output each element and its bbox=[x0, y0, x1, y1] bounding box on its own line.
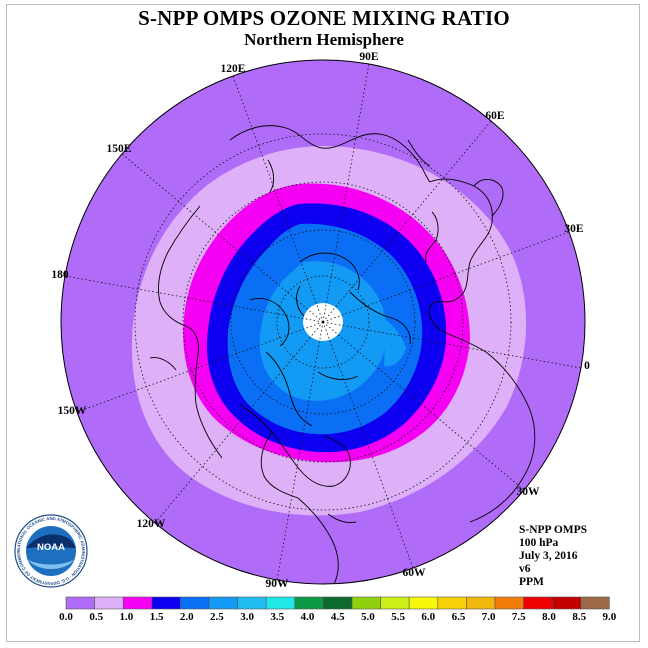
colorbar-tick-label: 0.0 bbox=[59, 611, 73, 623]
lon-label-120E: 120E bbox=[221, 63, 246, 75]
colorbar-tick-label: 7.0 bbox=[482, 611, 496, 623]
colorbar-tick-label: 0.5 bbox=[89, 611, 103, 623]
colorbar-tick-label: 6.0 bbox=[421, 611, 435, 623]
lon-label-90E: 90E bbox=[359, 51, 379, 63]
hemisphere-border bbox=[60, 59, 586, 585]
colorbar-tick-label: 8.0 bbox=[542, 611, 556, 623]
colorbar-box bbox=[523, 596, 553, 610]
info-version: v6 bbox=[519, 563, 531, 575]
colorbar-box bbox=[323, 596, 353, 610]
lon-label-150W: 150W bbox=[58, 405, 87, 417]
colorbar-box bbox=[180, 596, 210, 610]
colorbar-box bbox=[466, 596, 496, 610]
colorbar-box bbox=[351, 596, 381, 610]
lon-label-180: 180 bbox=[51, 269, 69, 281]
lon-label-90W: 90W bbox=[266, 578, 290, 590]
lon-label-30E: 30E bbox=[564, 223, 584, 235]
colorbar-tick-label: 1.5 bbox=[150, 611, 164, 623]
coastlines bbox=[149, 125, 536, 584]
colorbar-box bbox=[151, 596, 181, 610]
colorbar-tick-label: 8.5 bbox=[572, 611, 586, 623]
colorbar-tick-label: 6.5 bbox=[452, 611, 466, 623]
info-level: 100 hPa bbox=[519, 537, 559, 549]
colorbar-tick-label: 2.5 bbox=[210, 611, 224, 623]
colorbar-box bbox=[94, 596, 124, 610]
lon-label-0: 0 bbox=[584, 360, 590, 372]
colorbar-tick-label: 3.0 bbox=[240, 611, 254, 623]
info-block: S-NPP OMPS 100 hPa July 3, 2016 v6 PPM bbox=[519, 524, 587, 589]
colorbar-box bbox=[265, 596, 296, 610]
colorbar-box bbox=[551, 596, 582, 610]
colorbar-tick-label: 4.5 bbox=[331, 611, 345, 623]
map-title: S-NPP OMPS OZONE MIXING RATIO bbox=[138, 6, 510, 30]
colorbar-tick-label: 5.5 bbox=[391, 611, 405, 623]
colorbar-tick-label: 1.0 bbox=[120, 611, 134, 623]
lon-label-150E: 150E bbox=[107, 143, 132, 155]
colorbar-tick-labels: 0.0 0.5 1.0 1.5 2.0 2.5 3.0 3.5 4.0 4.5 5.0 5.5 6.0 6… bbox=[59, 611, 617, 623]
longitude-labels: 90E 60E 30E 0 30W 60W 90W 120W 150W 180 … bbox=[51, 51, 590, 590]
lon-label-120W: 120W bbox=[137, 518, 166, 530]
colorbar-tick-label: 3.5 bbox=[270, 611, 284, 623]
colorbar-box bbox=[494, 596, 524, 610]
info-date: July 3, 2016 bbox=[519, 550, 578, 562]
colorbar-box bbox=[208, 596, 238, 610]
colorbar-box bbox=[380, 596, 410, 610]
colorbar-tick-label: 9.0 bbox=[603, 611, 617, 623]
colorbar-tick-label: 5.0 bbox=[361, 611, 375, 623]
colorbar-box bbox=[580, 596, 610, 610]
info-instrument: S-NPP OMPS bbox=[519, 524, 588, 536]
colorbar-boxes bbox=[65, 596, 610, 610]
colorbar-box bbox=[437, 596, 467, 610]
map-subtitle: Northern Hemisphere bbox=[244, 30, 404, 49]
lon-label-60W: 60W bbox=[403, 567, 427, 579]
info-units: PPM bbox=[519, 576, 544, 588]
noaa-logo-text: NOAA bbox=[37, 542, 65, 553]
colorbar-tick-label: 2.0 bbox=[180, 611, 194, 623]
colorbar-tick-label: 7.5 bbox=[512, 611, 526, 623]
colorbar-box bbox=[122, 596, 153, 610]
colorbar-box bbox=[294, 596, 324, 610]
figure-frame bbox=[6, 4, 640, 642]
ozone-band-2.5-3.0-east bbox=[384, 320, 406, 367]
colorbar-box bbox=[408, 596, 439, 610]
colorbar-box bbox=[237, 596, 267, 610]
colorbar-box bbox=[65, 596, 95, 610]
lon-label-30W: 30W bbox=[517, 486, 541, 498]
lon-label-60E: 60E bbox=[485, 110, 505, 122]
parallels bbox=[134, 133, 512, 511]
colorbar-tick-label: 4.0 bbox=[301, 611, 315, 623]
